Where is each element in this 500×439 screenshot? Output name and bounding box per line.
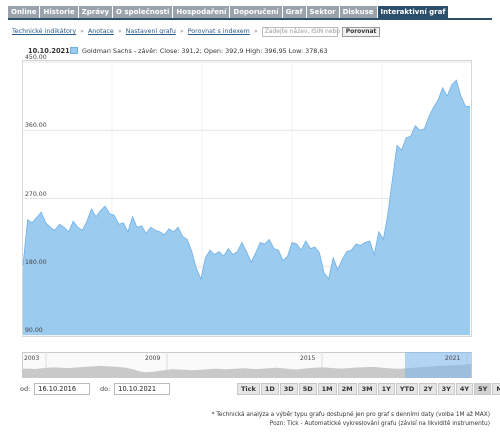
y-tick-label: 360.00 <box>25 122 47 130</box>
legend-date: 10.10.2021 <box>28 47 70 55</box>
annotations-link[interactable]: Anotace <box>87 28 114 35</box>
period-button-4y[interactable]: 4Y <box>455 383 474 395</box>
technical-indicators-link[interactable]: Technické indikátory <box>12 28 77 35</box>
tab-bar: Online Historie Zprávy O společnosti Hospoda… <box>8 6 492 20</box>
tab-8[interactable]: Diskuse <box>339 6 377 18</box>
legend-text: Goldman Sachs - závěr: Close: 391,2; Ope… <box>82 47 328 55</box>
footnote-line2: Pozn: Tick - Automatické vykreslování gr… <box>269 421 490 427</box>
compare-index-link[interactable]: Porovnat s indexem <box>187 28 250 35</box>
period-button-5y[interactable]: 5Y <box>474 383 492 395</box>
y-tick-label: 450.00 <box>25 54 47 61</box>
period-button-5d[interactable]: 5D <box>298 383 317 395</box>
period-button-3d[interactable]: 3D <box>279 383 298 395</box>
period-button-3y[interactable]: 3Y <box>437 383 455 395</box>
compare-button[interactable]: Porovnat <box>341 26 381 37</box>
navigator-area <box>22 364 472 378</box>
range-from: od: 16.10.2016 <box>20 383 91 395</box>
tab-5[interactable]: Doporučení <box>230 6 282 18</box>
period-button-1y[interactable]: 1Y <box>377 383 395 395</box>
period-button-max[interactable]: Max <box>492 383 500 395</box>
range-to: do: 10.10.2021 <box>100 383 171 395</box>
from-label: od: <box>20 385 31 393</box>
tab-1[interactable]: Historie <box>40 6 78 18</box>
isin-search-input[interactable]: Zadejte název, ISIN nebo <box>261 26 340 37</box>
chart-toolbar: Technické indikátory » Anotace » Nastave… <box>12 26 381 37</box>
separator: » <box>253 28 258 35</box>
price-area <box>23 80 470 335</box>
to-label: do: <box>100 385 111 393</box>
legend-swatch <box>70 47 78 54</box>
to-date-input[interactable]: 10.10.2021 <box>114 383 171 395</box>
y-tick-label: 180.00 <box>25 258 47 266</box>
separator: » <box>179 28 184 35</box>
tab-4[interactable]: Hospodaření <box>173 6 230 18</box>
period-button-3m[interactable]: 3M <box>357 383 377 395</box>
period-button-ytd[interactable]: YTD <box>395 383 419 395</box>
tab-7[interactable]: Sektor <box>306 6 339 18</box>
period-selector: Tick1D3D5D1M2M3M1YYTD2Y3Y4Y5YMax <box>237 383 500 395</box>
tab-2[interactable]: Zprávy <box>78 6 113 18</box>
navigator-selection <box>405 352 471 378</box>
period-button-2m[interactable]: 2M <box>337 383 357 395</box>
tab-9[interactable]: Interaktivní graf <box>377 6 449 19</box>
navigator-year-label: 2003 <box>24 355 40 362</box>
price-chart[interactable] <box>22 60 472 337</box>
navigator-year-label: 2021 <box>445 355 461 362</box>
navigator-chart[interactable] <box>22 352 472 378</box>
navigator-year-label: 2015 <box>300 355 316 362</box>
tab-3[interactable]: O společnosti <box>113 6 173 18</box>
period-button-1d[interactable]: 1D <box>260 383 279 395</box>
from-date-input[interactable]: 16.10.2016 <box>34 383 91 395</box>
y-tick-label: 270.00 <box>25 190 47 198</box>
navigator-year-label: 2009 <box>145 355 161 362</box>
chart-settings-link[interactable]: Nastavení grafu <box>125 28 176 35</box>
period-button-2y[interactable]: 2Y <box>419 383 437 395</box>
tab-6[interactable]: Graf <box>282 6 306 18</box>
tab-0[interactable]: Online <box>8 6 40 18</box>
footnote-line1: * Technická analýza a výběr typu grafu d… <box>211 412 490 418</box>
period-button-tick[interactable]: Tick <box>237 383 260 395</box>
y-tick-label: 90.00 <box>25 327 43 334</box>
period-button-1m[interactable]: 1M <box>317 383 337 395</box>
price-line <box>22 79 471 281</box>
separator: » <box>80 28 84 35</box>
separator: » <box>117 28 122 35</box>
